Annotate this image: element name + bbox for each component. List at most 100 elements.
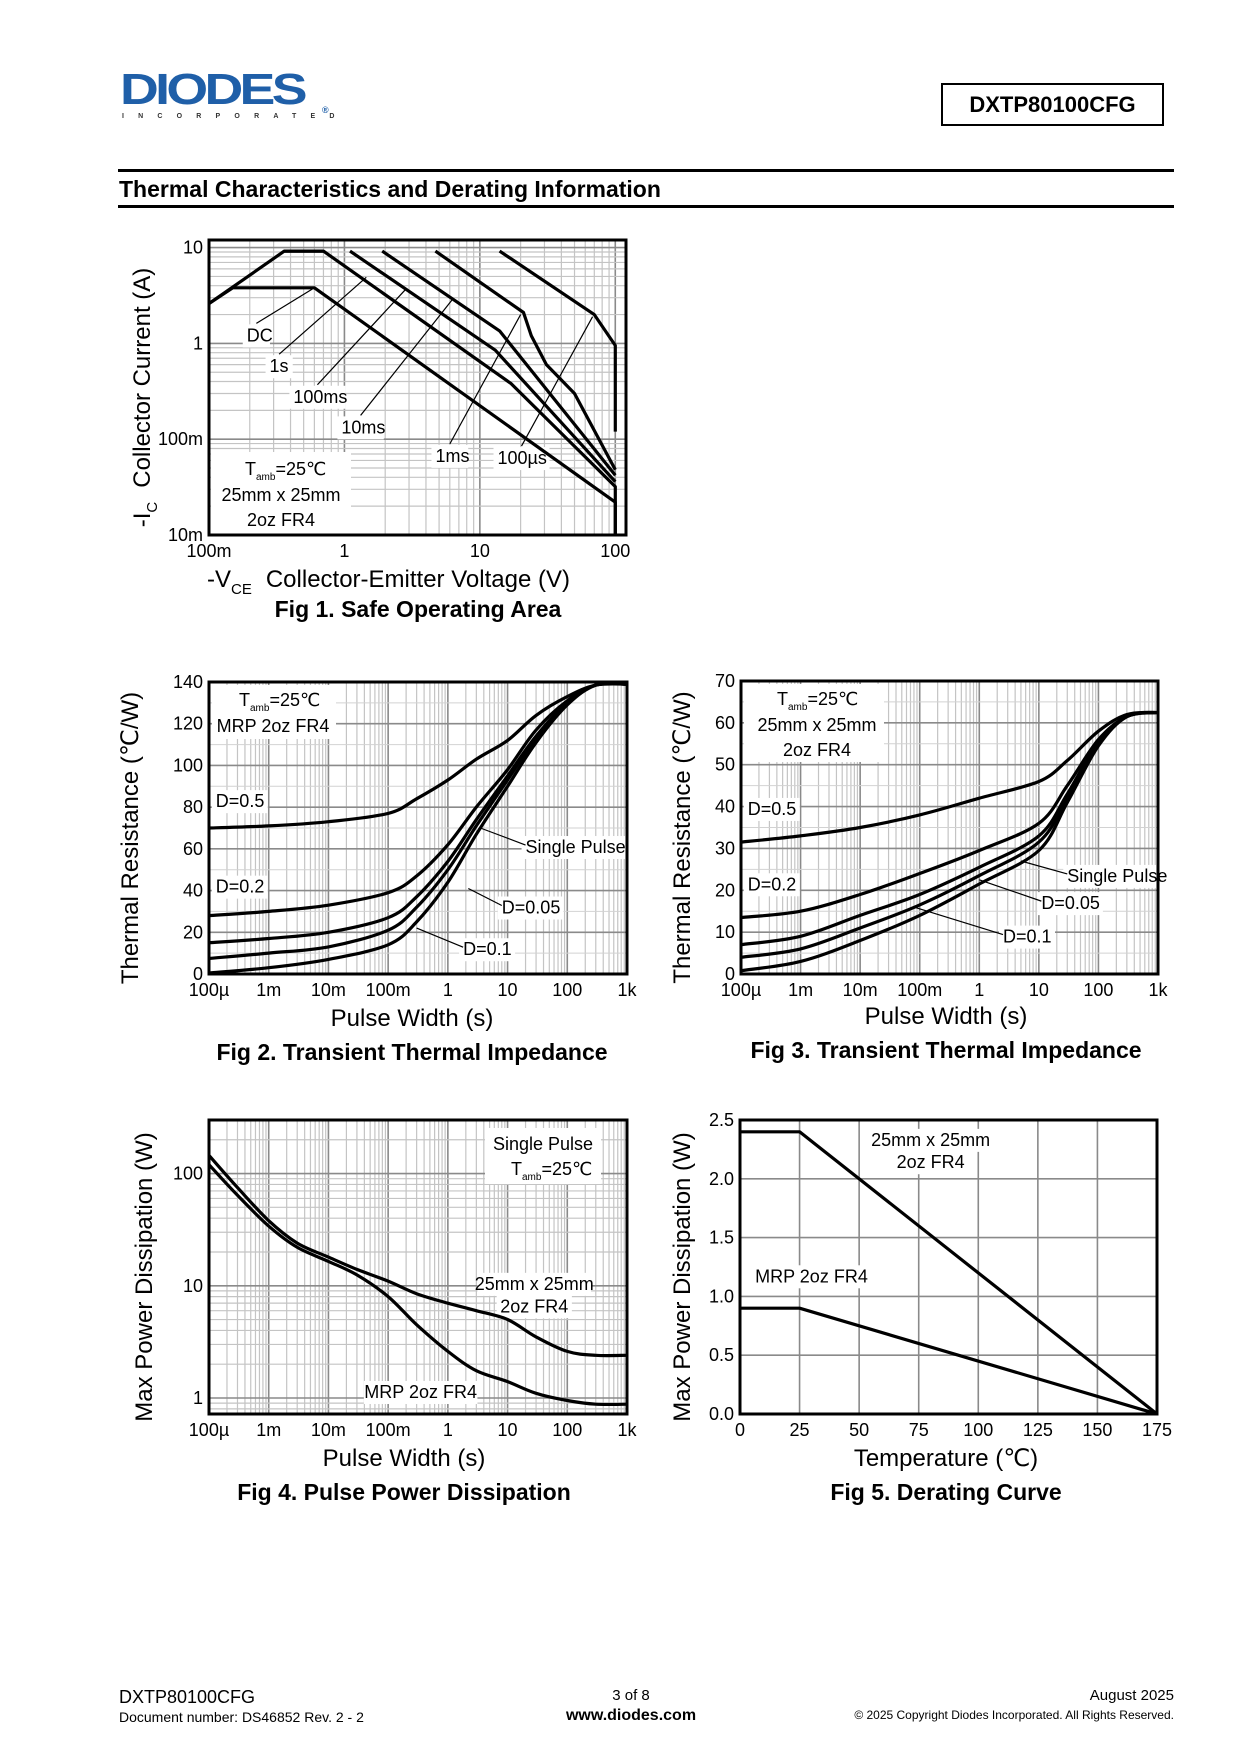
data-label-bg bbox=[496, 1295, 572, 1319]
label-leader-line bbox=[449, 314, 522, 445]
annotation-bg bbox=[744, 684, 884, 762]
footer-document-number: Document number: DS46852 Rev. 2 - 2 bbox=[119, 1709, 364, 1725]
x-tick-label: 1 bbox=[443, 1420, 453, 1440]
fig5-title: Fig 5. Derating Curve bbox=[830, 1479, 1061, 1505]
y-tick-label: 60 bbox=[715, 713, 735, 733]
annotation-tamb: Tamb=25℃ bbox=[777, 689, 858, 713]
data-label-bg bbox=[1063, 864, 1187, 888]
section-rule-bottom bbox=[118, 205, 1174, 208]
data-label: 100µs bbox=[498, 448, 547, 468]
label-leader-line bbox=[1020, 860, 1068, 875]
y-axis-label-text: Collector Current (A) bbox=[129, 268, 156, 488]
y-axis-label: -IC Collector Current (A) bbox=[129, 268, 161, 528]
x-tick-label: 1 bbox=[339, 541, 349, 561]
data-label: 25mm x 25mm bbox=[475, 1274, 594, 1294]
section-rule-top bbox=[118, 169, 1174, 172]
data-label-bg bbox=[459, 938, 516, 962]
annotation-rest: =25℃ bbox=[269, 690, 320, 710]
y-tick-label: 2.0 bbox=[709, 1169, 734, 1189]
logo-subtext: INCORPORATED bbox=[122, 113, 349, 120]
fig4-plot-frame bbox=[207, 1118, 629, 1416]
series-d-0-5 bbox=[208, 682, 628, 830]
data-label-bg bbox=[743, 873, 800, 897]
y-axis-label: Max Power Dissipation (W) bbox=[669, 1132, 696, 1421]
data-label: D=0.2 bbox=[748, 874, 797, 894]
fig3-labels: D=0.5 D=0.2 Single Pulse D=0.05 D=0.1 bbox=[743, 797, 1187, 949]
annotation-tamb: Tamb=25℃ bbox=[511, 1159, 592, 1183]
y-tick-label: 1 bbox=[193, 333, 203, 353]
x-tick-label: 125 bbox=[1023, 1420, 1053, 1440]
annotation-line1: Single Pulse bbox=[493, 1134, 593, 1154]
x-tick-label: 100 bbox=[552, 980, 582, 1000]
data-label: Single Pulse bbox=[1067, 866, 1167, 886]
x-axis-label-prefix: -V bbox=[207, 566, 231, 593]
data-label: D=0.05 bbox=[1041, 893, 1100, 913]
annotation-line2: 25mm x 25mm bbox=[757, 715, 876, 735]
x-axis-label: Pulse Width (s) bbox=[865, 1003, 1028, 1030]
fig1-title: Fig 1. Safe Operating Area bbox=[275, 596, 562, 622]
data-label: 1s bbox=[270, 356, 289, 376]
annotation-sub: amb bbox=[522, 1172, 542, 1183]
data-label: 2oz FR4 bbox=[500, 1296, 568, 1316]
x-tick-label: 100 bbox=[1083, 980, 1113, 1000]
diodes-logo: DIODES ® INCORPORATED bbox=[120, 65, 334, 124]
footer-date: August 2025 bbox=[1089, 1687, 1174, 1704]
x-tick-label: 1m bbox=[256, 1420, 281, 1440]
data-label-bg bbox=[289, 385, 346, 409]
fig5-plot-frame bbox=[738, 1118, 1159, 1416]
fig3-series bbox=[740, 710, 1159, 973]
data-label-bg bbox=[363, 1380, 478, 1404]
footer-website-link[interactable]: www.diodes.com bbox=[565, 1707, 697, 1724]
data-label-bg bbox=[873, 1128, 988, 1152]
x-tick-label: 1k bbox=[617, 1420, 637, 1440]
footer-copyright: © 2025 Copyright Diodes Incorporated. Al… bbox=[854, 1708, 1174, 1722]
x-axis-label: Pulse Width (s) bbox=[323, 1445, 486, 1472]
x-tick-label: 100 bbox=[600, 541, 630, 561]
series-mrp-2oz-fr4 bbox=[740, 1306, 1158, 1416]
part-number-box: DXTP80100CFG bbox=[941, 83, 1164, 126]
data-label: 10ms bbox=[341, 417, 385, 437]
label-leader-line bbox=[979, 879, 1042, 902]
annotation-rest: =25℃ bbox=[807, 689, 858, 709]
x-tick-label: 10 bbox=[498, 980, 518, 1000]
x-axis-label: -VCE Collector-Emitter Voltage (V) bbox=[207, 566, 570, 598]
y-axis-label: Max Power Dissipation (W) bbox=[131, 1132, 158, 1421]
data-label: MRP 2oz FR4 bbox=[364, 1382, 477, 1402]
data-label: DC bbox=[247, 325, 273, 345]
x-tick-label: 1k bbox=[1148, 980, 1168, 1000]
series-10ms bbox=[381, 249, 617, 477]
footer-part-number: DXTP80100CFG bbox=[119, 1687, 256, 1707]
y-tick-label: 140 bbox=[173, 672, 203, 692]
label-leader-line bbox=[520, 316, 594, 447]
fig2-title: Fig 2. Transient Thermal Impedance bbox=[216, 1039, 607, 1065]
data-label-bg bbox=[211, 790, 268, 814]
data-label-bg bbox=[893, 1151, 969, 1175]
y-tick-label: 0.5 bbox=[709, 1345, 734, 1365]
logo-wordmark: DIODES bbox=[120, 65, 308, 114]
annotation-bg bbox=[212, 685, 336, 739]
annotation-sub: amb bbox=[250, 703, 270, 714]
y-tick-label: 20 bbox=[183, 922, 203, 942]
y-tick-label: 50 bbox=[715, 755, 735, 775]
fig1-series bbox=[208, 249, 617, 535]
y-tick-label: 40 bbox=[183, 881, 203, 901]
annotation-line2: 25mm x 25mm bbox=[221, 485, 340, 505]
y-tick-label: 1 bbox=[193, 1388, 203, 1408]
fig2-labels: D=0.5 D=0.2 Single Pulse D=0.05 D=0.1 bbox=[211, 790, 645, 962]
data-label: 25mm x 25mm bbox=[871, 1130, 990, 1150]
x-tick-label: 1k bbox=[617, 980, 637, 1000]
data-label: D=0.1 bbox=[463, 939, 512, 959]
data-label: 100ms bbox=[293, 387, 347, 407]
data-label: D=0.5 bbox=[748, 799, 797, 819]
x-tick-label: 100m bbox=[366, 1420, 411, 1440]
annotation-t: T bbox=[239, 690, 250, 710]
data-label: Single Pulse bbox=[526, 837, 626, 857]
fig5-series bbox=[740, 1130, 1158, 1416]
annotation-sub: amb bbox=[788, 702, 808, 713]
series-25mm-x-25mm-2oz-fr4 bbox=[207, 1154, 628, 1358]
